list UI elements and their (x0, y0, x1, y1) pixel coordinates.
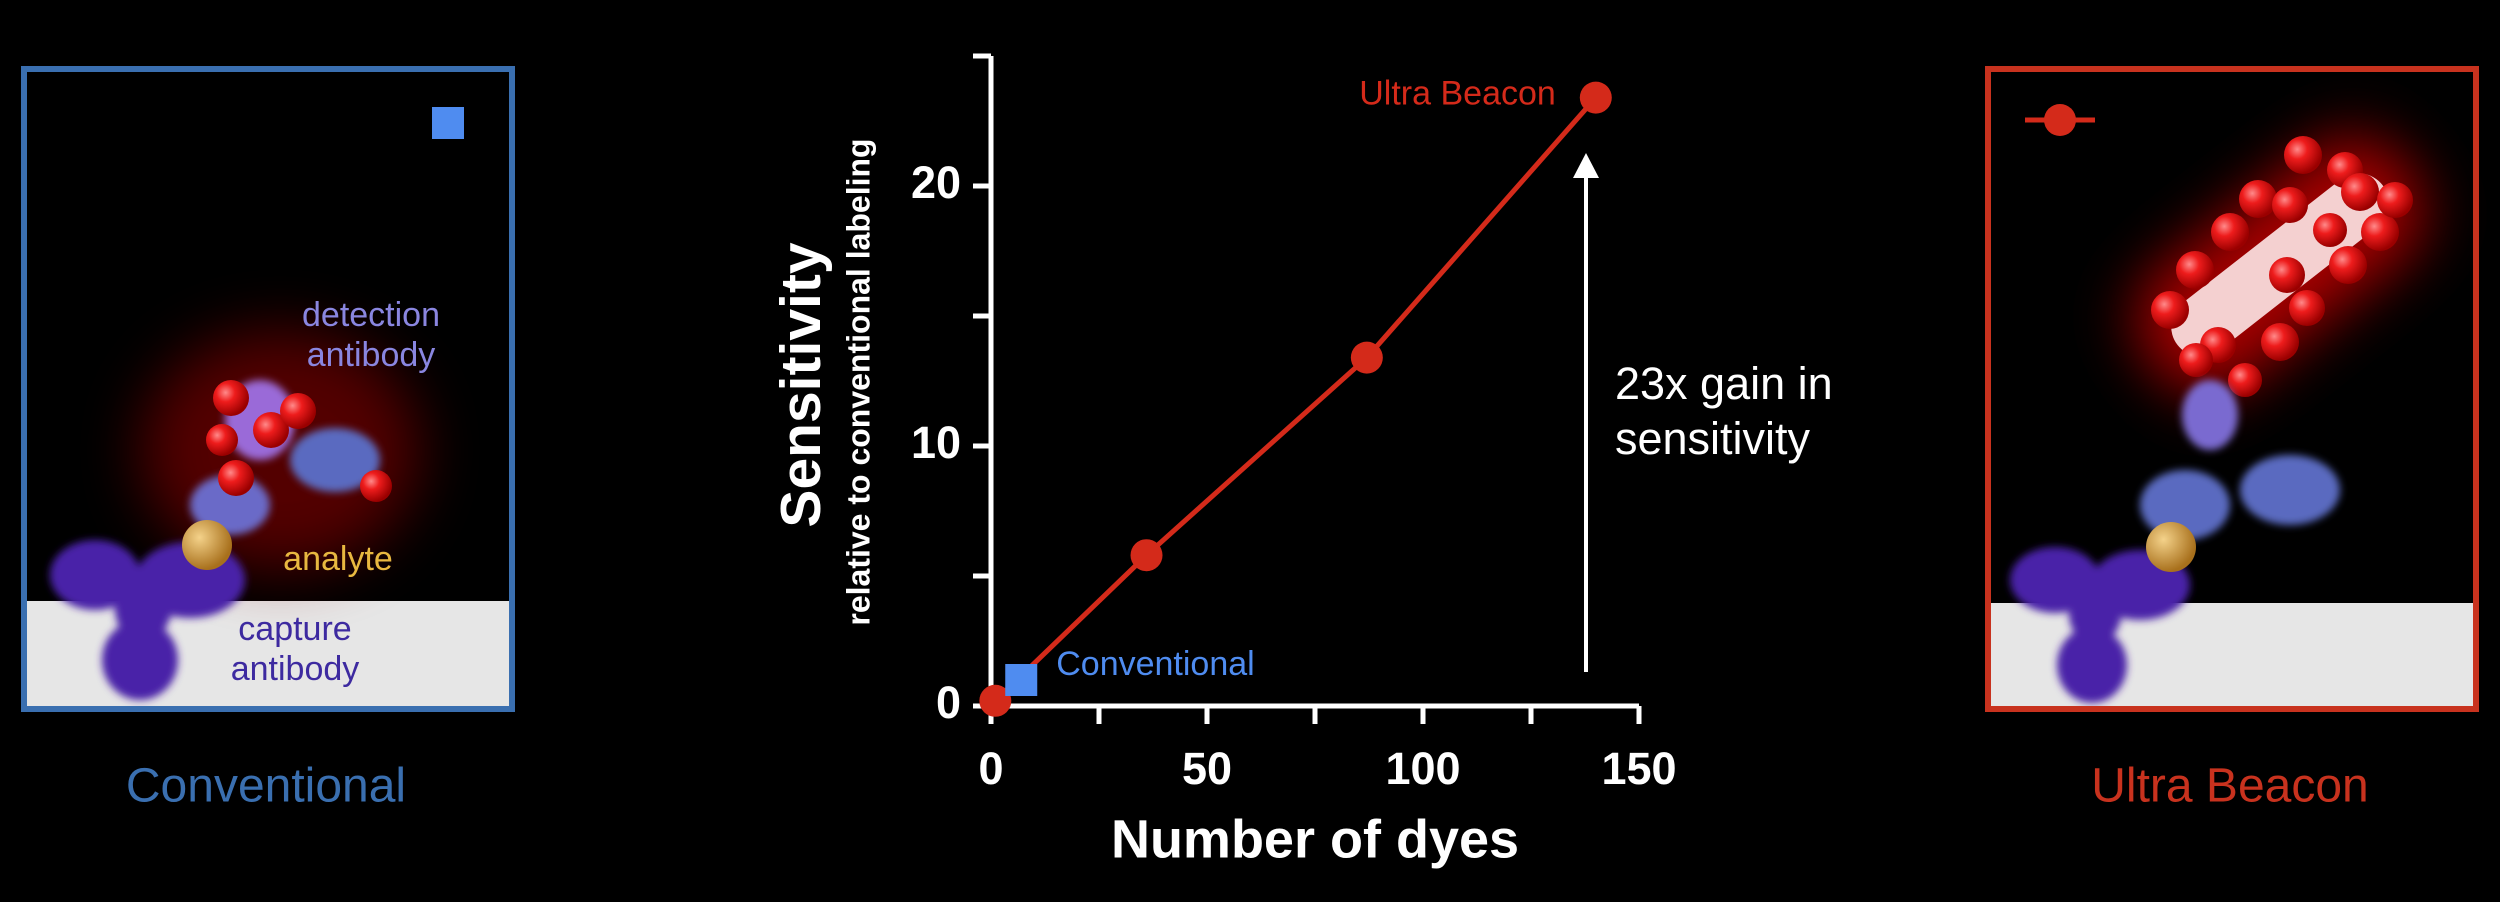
panel-frame (1985, 66, 2479, 712)
legend-marker (432, 107, 464, 139)
x-tick-label: 150 (1601, 743, 1676, 794)
panel-frame (21, 66, 515, 712)
arrow-head (1573, 153, 1599, 178)
y-axis-title: Sensitivity (769, 242, 833, 527)
annotation: sensitivity (1615, 413, 1811, 464)
point (979, 684, 1012, 717)
analyte (2146, 522, 2196, 572)
y-axis-subtitle: relative to conventional labeling (840, 138, 876, 625)
label-capture: antibody (231, 650, 360, 688)
x-tick-label: 0 (978, 743, 1003, 794)
dyes (2151, 136, 2413, 397)
label-capture: capture (238, 610, 351, 648)
y-tick-label: 20 (911, 157, 961, 208)
point (1005, 664, 1038, 696)
series-line (993, 95, 1598, 703)
x-axis-title: Number of dyes (1111, 809, 1519, 869)
chart: Sensitivity relative to conventional lab… (769, 53, 1833, 869)
point (1130, 539, 1163, 572)
x-tick-label: 50 (1182, 743, 1232, 794)
point (1579, 81, 1612, 114)
dyes (206, 380, 392, 502)
series-label: Ultra Beacon (1359, 75, 1556, 113)
y-tick-label: 10 (911, 417, 961, 468)
label-analyte: analyte (283, 540, 393, 578)
detection-antibody (2140, 380, 2340, 540)
legend-marker (2044, 104, 2076, 136)
x-tick-label: 100 (1385, 743, 1460, 794)
y-tick-label: 0 (936, 677, 961, 728)
point (1350, 341, 1383, 374)
label-detection: detection (302, 296, 440, 334)
series-label: Conventional (1056, 645, 1254, 683)
label-detection: antibody (307, 336, 436, 374)
panel-title: Conventional (126, 760, 406, 813)
analyte (182, 520, 232, 570)
panel-title: Ultra Beacon (2091, 760, 2368, 813)
conventional-panel: detection antibody analyte capture antib… (21, 66, 515, 813)
ultra-beacon-panel: Ultra Beacon (1985, 66, 2479, 813)
annotation: 23x gain in (1615, 358, 1833, 409)
